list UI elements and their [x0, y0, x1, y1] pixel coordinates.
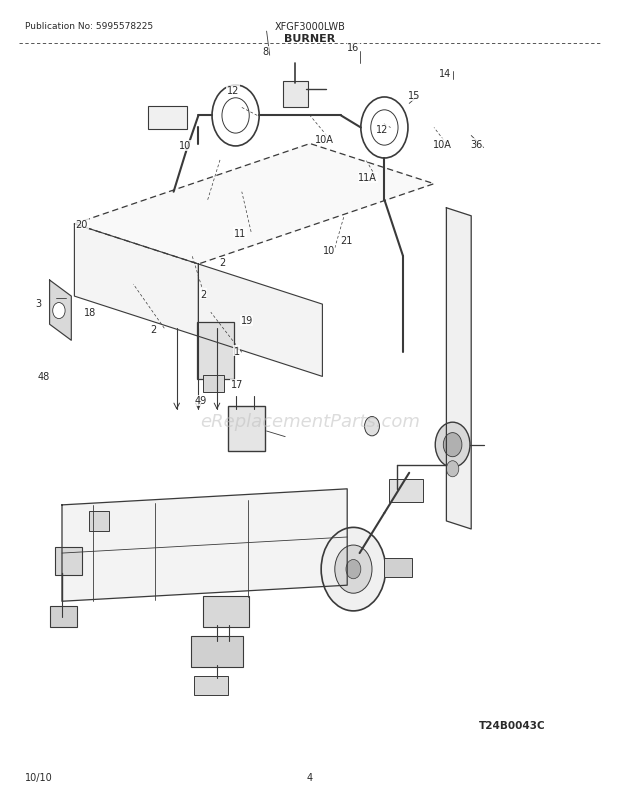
Polygon shape	[198, 265, 322, 377]
Text: 3: 3	[35, 298, 42, 308]
Polygon shape	[74, 144, 434, 265]
Circle shape	[321, 528, 386, 611]
Text: 19: 19	[241, 316, 253, 326]
FancyBboxPatch shape	[203, 596, 249, 627]
Polygon shape	[62, 489, 347, 602]
Text: T24B0043C: T24B0043C	[479, 720, 546, 730]
Circle shape	[446, 461, 459, 477]
FancyBboxPatch shape	[50, 606, 77, 627]
Text: 14: 14	[439, 69, 451, 79]
Text: 2: 2	[151, 325, 157, 334]
Text: 4: 4	[307, 772, 313, 782]
FancyBboxPatch shape	[384, 558, 412, 577]
Text: 10: 10	[179, 141, 191, 151]
Polygon shape	[50, 281, 71, 341]
Circle shape	[53, 303, 65, 319]
Text: eReplacementParts.com: eReplacementParts.com	[200, 412, 420, 430]
Text: 21: 21	[340, 236, 352, 245]
Text: 48: 48	[37, 372, 50, 382]
FancyBboxPatch shape	[203, 375, 224, 393]
FancyBboxPatch shape	[148, 107, 187, 130]
Text: 12: 12	[376, 125, 388, 135]
Text: 15: 15	[408, 91, 420, 101]
FancyBboxPatch shape	[283, 82, 308, 107]
FancyBboxPatch shape	[55, 548, 82, 575]
Text: 17: 17	[231, 380, 243, 390]
Text: 49: 49	[194, 396, 206, 406]
Text: 1: 1	[234, 346, 240, 356]
Text: 11: 11	[234, 229, 246, 238]
Text: 2: 2	[219, 258, 225, 268]
Circle shape	[346, 560, 361, 579]
Text: 8: 8	[262, 47, 268, 57]
Text: BURNER: BURNER	[285, 34, 335, 43]
Text: 12: 12	[227, 86, 239, 95]
Text: 10A: 10A	[315, 135, 334, 144]
Text: 10/10: 10/10	[25, 772, 53, 782]
Text: 36: 36	[470, 140, 482, 149]
Polygon shape	[74, 225, 198, 337]
Text: 18: 18	[84, 308, 96, 318]
FancyBboxPatch shape	[197, 322, 234, 379]
Text: 20: 20	[76, 220, 88, 229]
Text: 10A: 10A	[433, 140, 451, 149]
FancyBboxPatch shape	[389, 480, 423, 503]
Text: 2: 2	[200, 290, 206, 299]
Text: Publication No: 5995578225: Publication No: 5995578225	[25, 22, 153, 31]
Text: 10: 10	[322, 245, 335, 255]
Circle shape	[335, 545, 372, 593]
Polygon shape	[446, 209, 471, 529]
FancyBboxPatch shape	[228, 407, 265, 452]
Text: 16: 16	[347, 43, 360, 53]
Circle shape	[365, 417, 379, 436]
Text: 11A: 11A	[358, 173, 377, 183]
FancyBboxPatch shape	[191, 636, 243, 667]
FancyBboxPatch shape	[194, 676, 228, 695]
Circle shape	[443, 433, 462, 457]
FancyBboxPatch shape	[89, 512, 108, 531]
Text: XFGF3000LWB: XFGF3000LWB	[275, 22, 345, 32]
Circle shape	[435, 423, 470, 468]
